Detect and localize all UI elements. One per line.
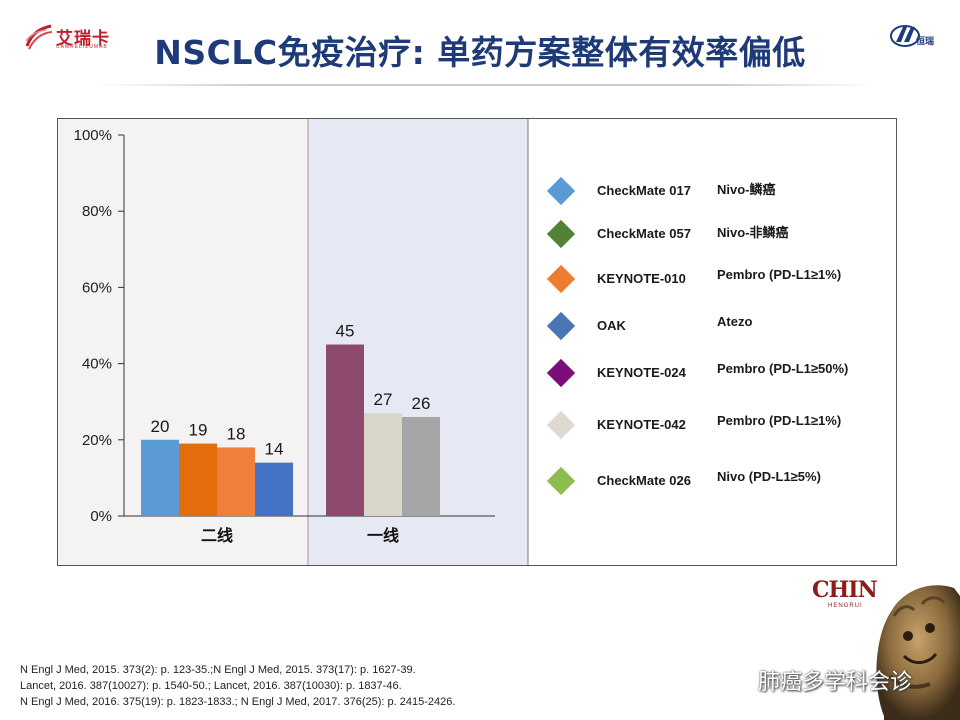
camrelizumab-logo: 艾瑞卡 CAMRELIZUMAB [24,22,120,52]
legend-regimen: Nivo-鳞癌 [717,182,776,197]
legend-diamond-icon [546,176,576,206]
legend-item: CheckMate 017 Nivo-鳞癌 [546,176,886,206]
bar [255,462,293,516]
legend-regimen: Nivo (PD-L1≥5%) [717,469,821,484]
bar-value-label: 14 [265,440,284,459]
legend-trial-name: OAK [597,318,626,333]
bar [364,413,402,516]
legend-regimen: Pembro (PD-L1≥1%) [717,413,842,428]
category-label: 一线 [367,526,399,545]
legend-trial-name: CheckMate 017 [597,183,691,198]
chin-logo-text: CHIN [812,577,878,603]
chart-panel: 0% 20% 40% 60% 80% 100% 20 19 18 14 二线 45 27 26 一线 Che… [57,118,897,566]
legend-item: KEYNOTE-042 Pembro (PD-L1≥1%) [546,410,886,440]
legend-diamond-icon [546,466,576,496]
legend-diamond-icon [546,264,576,294]
legend-trial-name: KEYNOTE-024 [597,365,686,380]
references: N Engl J Med, 2015. 373(2): p. 123-35.;N… [20,662,455,710]
chin-logo: CHIN HENGRUI [812,577,878,609]
y-tick-label: 60% [82,279,112,296]
legend-trial-name: CheckMate 057 [597,226,691,241]
legend-diamond-icon [546,410,576,440]
logo-subtitle-text: CAMRELIZUMAB [56,44,108,50]
bar-value-label: 45 [336,322,355,341]
y-tick-label: 20% [82,432,112,449]
bar-value-label: 26 [412,394,431,413]
bar [141,439,179,516]
hengrui-logo-text: 恒瑞 [916,36,935,46]
legend-trial-name: CheckMate 026 [597,473,691,488]
legend-trial-name: KEYNOTE-010 [597,271,686,286]
y-tick-label: 100% [74,127,112,144]
chin-logo-subtitle: HENGRUI [828,603,863,609]
y-tick-label: 0% [90,508,112,525]
title-divider [96,84,876,86]
reference-line: N Engl J Med, 2015. 373(2): p. 123-35.;N… [20,664,416,676]
bar-value-label: 20 [151,417,170,436]
legend-diamond-icon [546,358,576,388]
y-tick-label: 40% [82,356,112,373]
logo-brand-text: 艾瑞卡 [56,29,110,49]
y-tick-label: 80% [82,203,112,220]
legend-item: KEYNOTE-024 Pembro (PD-L1≥50%) [546,358,886,388]
legend-regimen: Pembro (PD-L1≥50%) [717,361,849,376]
legend-trial-name: KEYNOTE-042 [597,417,686,432]
legend-item: CheckMate 026 Nivo (PD-L1≥5%) [546,466,886,496]
stone-lion-icon [876,585,960,720]
bar [326,344,364,516]
watermark-text: 肺癌多学科会诊 [758,670,913,695]
bar [217,447,255,516]
category-label: 二线 [201,526,233,545]
bar-value-label: 18 [227,424,246,443]
bar-chart: 0% 20% 40% 60% 80% 100% 20 19 18 14 二线 45 27 26 一线 [58,119,529,565]
hengrui-logo: 恒瑞 [890,22,942,50]
bar [402,416,440,516]
legend-item: CheckMate 057 Nivo-非鳞癌 [546,219,886,249]
legend-diamond-icon [546,311,576,341]
bar [179,443,217,516]
reference-line: Lancet, 2016. 387(10027): p. 1540-50.; L… [20,680,402,692]
legend-item: OAK Atezo [546,311,886,341]
bar-value-label: 27 [374,390,393,409]
wechat-icon [718,666,744,688]
legend-regimen: Atezo [717,314,753,329]
bar-value-label: 19 [189,421,208,440]
legend-regimen: Pembro (PD-L1≥1%) [717,267,842,282]
legend-item: KEYNOTE-010 Pembro (PD-L1≥1%) [546,264,886,294]
legend-regimen: Nivo-非鳞癌 [717,225,789,240]
reference-line: N Engl J Med, 2016. 375(19): p. 1823-183… [20,696,456,708]
ribbon-logo-icon [25,24,53,50]
hengrui-logo-icon [890,25,920,47]
legend-diamond-icon [546,219,576,249]
page-title: NSCLC免疫治疗: 单药方案整体有效率偏低 [154,33,806,72]
